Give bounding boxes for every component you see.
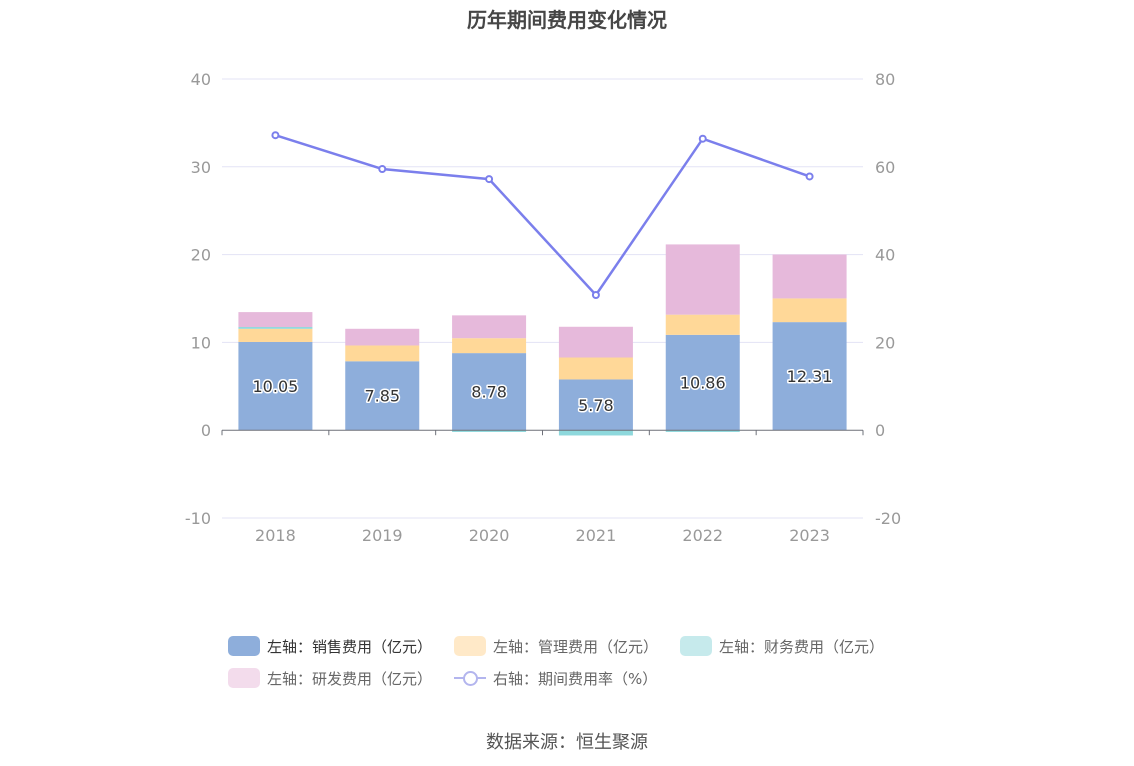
legend-item-sales[interactable]: 左轴：销售费用（亿元） (228, 636, 432, 657)
legend-item-admin[interactable]: 左轴：管理费用（亿元） (454, 636, 658, 657)
data-label-sales: 10.86 (680, 374, 726, 393)
data-label-sales: 8.78 (471, 383, 507, 402)
bar-admin-2022 (665, 314, 740, 335)
data-label-halo: 5.78 (578, 396, 614, 415)
bar-admin-2021 (558, 357, 633, 380)
data-source: 数据来源：恒生聚源 (486, 732, 648, 753)
legend-item-finance[interactable]: 左轴：财务费用（亿元） (680, 636, 884, 657)
y-right-tick-label: 20 (875, 333, 895, 352)
bar-finance-2022 (665, 430, 740, 432)
bar-rd-2021 (558, 326, 633, 358)
y-right-tick-label: 60 (875, 158, 895, 177)
bar-sales-2021 (558, 379, 633, 431)
y-left-tick-label: 40 (191, 70, 211, 89)
legend-label-finance: 左轴：财务费用（亿元） (719, 637, 885, 656)
y-left-tick-label: 20 (191, 246, 211, 265)
data-label-sales: 5.78 (578, 396, 614, 415)
bar-sales-2022 (665, 334, 740, 431)
x-tick-label: 2022 (682, 526, 723, 545)
legend-label-rd: 左轴：研发费用（亿元） (267, 669, 433, 688)
point-ratio-2019 (378, 164, 387, 173)
legend-label-sales: 左轴：销售费用（亿元） (267, 637, 433, 656)
chart-legend: 左轴：销售费用（亿元） 左轴：管理费用（亿元） 左轴：财务费用（亿元） 左轴：研… (228, 630, 928, 694)
legend-swatch-ratio (454, 668, 487, 688)
data-label-sales: 7.85 (364, 387, 400, 406)
x-tick-label: 2019 (362, 526, 403, 545)
y-left-tick-label: 30 (191, 158, 211, 177)
data-label-halo: 10.05 (253, 377, 299, 396)
bar-sales-2020 (452, 353, 527, 431)
legend-label-admin: 左轴：管理费用（亿元） (493, 637, 659, 656)
line-ratio (275, 134, 810, 297)
legend-item-rd[interactable]: 左轴：研发费用（亿元） (228, 668, 432, 689)
bar-rd-2020 (452, 315, 527, 339)
bar-finance-2018 (238, 327, 313, 329)
point-ratio-2022 (698, 134, 707, 143)
x-tick-label: 2023 (789, 526, 830, 545)
data-label-halo: 12.31 (787, 367, 833, 386)
chart-title: 历年期间费用变化情况 (467, 8, 667, 32)
y-left-tick-label: 10 (191, 333, 211, 352)
bar-finance-2021 (558, 430, 633, 436)
data-label-sales: 12.31 (787, 367, 833, 386)
bar-admin-2020 (452, 338, 527, 354)
legend-swatch-admin (454, 636, 487, 656)
y-right-tick-label: 0 (875, 421, 885, 440)
point-ratio-2023 (805, 172, 814, 181)
legend-label-ratio: 右轴：期间费用率（%） (493, 669, 658, 688)
y-left-tick-label: -10 (185, 509, 211, 528)
x-tick-label: 2018 (255, 526, 296, 545)
point-ratio-2020 (485, 175, 494, 184)
x-tick-label: 2021 (576, 526, 617, 545)
bar-admin-2023 (772, 298, 847, 323)
bar-sales-2019 (345, 361, 420, 431)
legend-swatch-rd (228, 668, 260, 688)
bar-admin-2018 (238, 328, 313, 342)
legend-swatch-sales (228, 636, 260, 656)
bar-rd-2023 (772, 254, 847, 299)
data-label-halo: 7.85 (364, 387, 400, 406)
legend-row-1: 左轴：销售费用（亿元） 左轴：管理费用（亿元） 左轴：财务费用（亿元） (228, 630, 928, 662)
bar-rd-2018 (238, 312, 313, 328)
y-left-tick-label: 0 (201, 421, 211, 440)
y-right-tick-label: 40 (875, 246, 895, 265)
bar-rd-2022 (665, 244, 740, 315)
bar-finance-2020 (452, 430, 527, 432)
bar-sales-2023 (772, 322, 847, 431)
bar-rd-2019 (345, 328, 420, 346)
x-tick-label: 2020 (469, 526, 510, 545)
data-label-sales: 10.05 (253, 377, 299, 396)
legend-swatch-finance (680, 636, 713, 656)
chart-canvas: -10 0 10 20 30 40 -20 0 20 40 60 80 2018 2019 2020 2021… (185, 70, 901, 545)
legend-row-2: 左轴：研发费用（亿元） 右轴：期间费用率（%） (228, 662, 928, 694)
legend-item-ratio[interactable]: 右轴：期间费用率（%） (454, 668, 657, 689)
bar-admin-2019 (345, 345, 420, 362)
y-right-tick-label: -20 (875, 509, 901, 528)
point-ratio-2021 (591, 290, 600, 299)
data-label-halo: 8.78 (471, 383, 507, 402)
data-label-halo: 10.86 (680, 374, 726, 393)
point-ratio-2018 (271, 131, 280, 140)
bar-sales-2018 (238, 341, 313, 431)
y-right-tick-label: 80 (875, 70, 895, 89)
